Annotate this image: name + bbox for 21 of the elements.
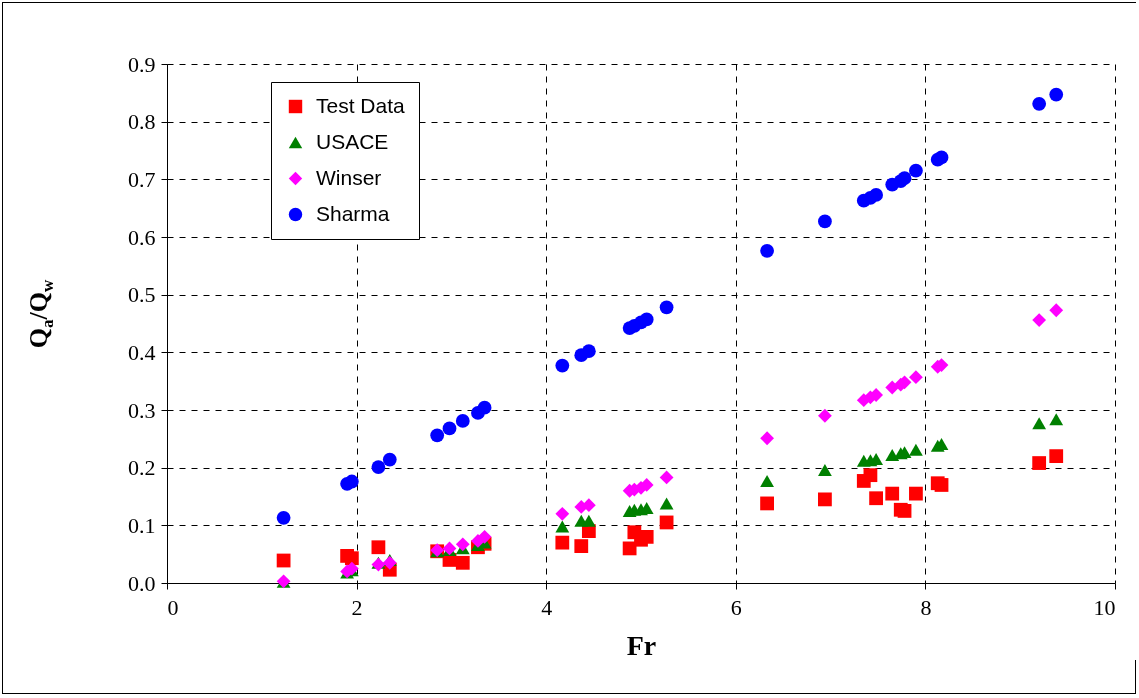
legend-label: USACE bbox=[316, 129, 389, 153]
x-tick-label: 2 bbox=[351, 594, 363, 620]
x-axis-title: Fr bbox=[626, 629, 657, 661]
y-tick-label: 0.8 bbox=[128, 109, 156, 135]
x-tick-label: 4 bbox=[541, 594, 553, 620]
y-tick-label: 0.9 bbox=[128, 51, 156, 77]
y-tick-label: 0.1 bbox=[128, 512, 156, 538]
x-tick-label: 6 bbox=[730, 594, 742, 620]
y-tick-label: 0.5 bbox=[128, 282, 156, 308]
y-tick-label: 0.3 bbox=[128, 397, 156, 423]
x-tick-label: 8 bbox=[920, 594, 932, 620]
y-tick-label: 0.2 bbox=[128, 455, 156, 481]
y-tick-label: 0.6 bbox=[128, 224, 156, 250]
x-tick-label: 10 bbox=[1093, 594, 1116, 620]
y-tick-label: 0.7 bbox=[128, 166, 156, 192]
legend-label: Winser bbox=[316, 165, 382, 189]
legend-label: Sharma bbox=[316, 201, 390, 225]
y-tick-label: 0.0 bbox=[128, 570, 156, 596]
x-tick-label: 0 bbox=[167, 594, 179, 620]
y-tick-label: 0.4 bbox=[128, 339, 156, 365]
legend-label: Test Data bbox=[316, 93, 406, 117]
